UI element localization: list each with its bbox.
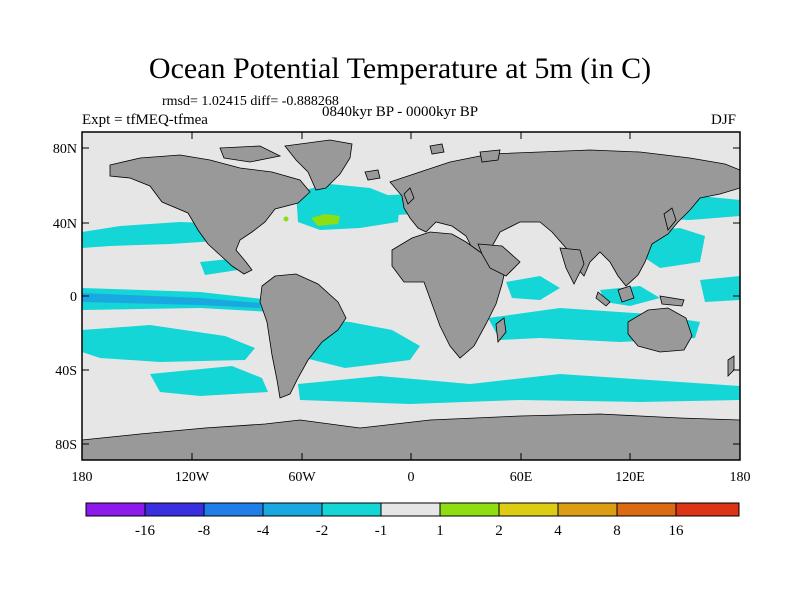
land-iceland [364,169,381,181]
land-south-america [259,273,347,399]
land-antarctica [82,413,740,460]
colorbar-label-10: 16 [669,523,685,539]
colorbar-label-6: 1 [436,523,444,539]
lon-label-60w: 60W [288,470,316,485]
colorbar-box-10 [616,502,677,517]
colorbar-labels: -16 -8 -4 -2 -1 1 2 4 8 16 [135,523,684,539]
land-new-guinea [659,295,685,307]
anomaly-warm-spot-a [283,216,289,222]
lat-label-0: 0 [70,290,77,305]
land-canadian-archipelago [219,145,282,163]
land-japan [663,207,677,231]
colorbar-box-9 [557,502,618,517]
land-borneo [617,285,635,303]
colorbar-label-3: -4 [257,523,270,539]
land-arabia [477,243,521,277]
colorbar-label-5: -1 [375,523,388,539]
colorbar-box-11 [675,502,740,517]
lon-label-180e: 180 [730,470,751,485]
lon-label-120w: 120W [175,470,210,485]
season-label: DJF [711,112,737,128]
colorbar-box-6 [380,502,441,517]
anomaly-core-equatorial-pacific [82,293,260,308]
longitude-axis [81,132,741,460]
land-british-isles [403,187,415,205]
land-india [559,247,585,285]
anomaly-south-pacific-a [82,325,255,362]
colorbar-box-8 [498,502,559,517]
lat-label-40n: 40N [53,217,77,232]
colorbar-label-8: 4 [554,523,562,539]
lon-label-180w: 180 [72,470,93,485]
colorbar-label-1: -16 [135,523,155,539]
colorbar-label-9: 8 [613,523,621,539]
lon-label-60e: 60E [510,470,533,485]
mid-cool-anomaly-regions [82,293,260,308]
lat-label-40s: 40S [55,364,77,379]
anomaly-arabian-sea [506,276,560,300]
land-svalbard [429,143,445,155]
plot-title: Ocean Potential Temperature at 5m (in C) [148,52,652,85]
land-north-america [109,154,311,275]
colorbar-box-4 [262,502,323,517]
land-australia [627,307,693,353]
lon-label-120e: 120E [615,470,645,485]
experiment-label: Expt = tfMEQ-tfmea [82,112,208,128]
colorbar-box-7 [439,502,500,517]
colorbar-box-5 [321,502,382,517]
colorbar-box-3 [203,502,264,517]
longitude-labels: 180 120W 60W 0 60E 120E 180 [72,470,751,485]
land-sumatra [595,291,611,307]
land-masses [82,139,740,460]
lon-label-0: 0 [408,470,415,485]
colorbar-label-7: 2 [495,523,503,539]
land-novaya-zemlya [479,149,501,163]
colorbar [85,502,740,517]
anomaly-southern-ocean [298,374,740,404]
colorbar-label-2: -8 [198,523,211,539]
latitude-labels: 80N 40N 0 40S 80S [53,142,77,453]
colorbar-label-4: -2 [316,523,329,539]
stats-label: rmsd= 1.02415 diff= -0.888268 [162,94,339,109]
anomaly-south-pacific-b [150,366,268,396]
land-greenland [284,139,353,191]
latitude-axis [82,147,740,445]
colorbar-box-1 [85,502,146,517]
lat-label-80s: 80S [55,438,77,453]
period-label: 0840kyr BP - 0000kyr BP [322,104,479,120]
land-africa [391,231,507,359]
lat-label-80n: 80N [53,142,77,157]
anomaly-east-pacific [700,276,740,302]
colorbar-box-2 [144,502,205,517]
land-madagascar [495,317,507,344]
anomaly-warm-north-atlantic [311,214,340,226]
